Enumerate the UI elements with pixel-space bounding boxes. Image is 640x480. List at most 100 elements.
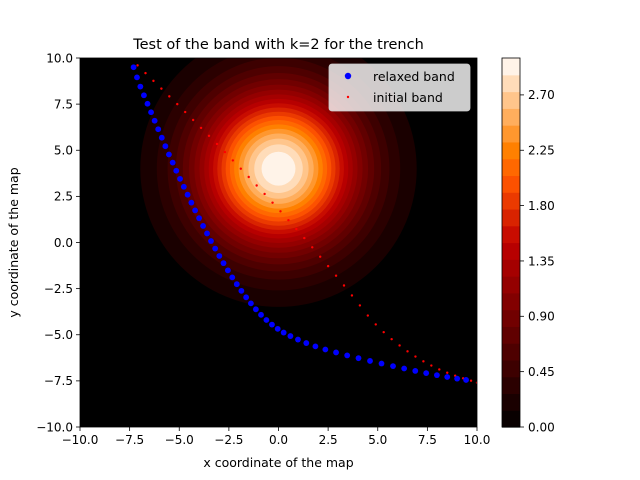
initial-band-point-16 <box>263 192 266 196</box>
colorbar-band-2 <box>502 376 520 395</box>
legend: relaxed band initial band <box>328 63 471 112</box>
x-tick-label-2: −5.0 <box>165 433 194 447</box>
y-tick-label-1: −7.5 <box>44 374 73 388</box>
colorbar-band-12 <box>502 208 520 227</box>
relaxed-band-point-44 <box>355 355 362 362</box>
initial-band-point-10 <box>215 142 219 146</box>
relaxed-band-point-3 <box>141 92 147 99</box>
relaxed-band-point-1 <box>134 74 140 81</box>
relaxed-band-point-23 <box>216 253 223 259</box>
relaxed-band-point-27 <box>233 281 240 288</box>
initial-band-point-2 <box>152 79 155 83</box>
legend-box <box>328 63 471 112</box>
relaxed-band-point-7 <box>155 126 162 133</box>
relaxed-band-point-21 <box>208 238 214 244</box>
contour-field <box>140 58 417 307</box>
initial-band-point-27 <box>350 294 354 297</box>
colorbar-tick-label-3: 1.35 <box>528 254 555 268</box>
colorbar-band-10 <box>502 242 520 260</box>
relaxed-band-point-28 <box>238 287 245 294</box>
colorbar-band-0 <box>502 410 520 428</box>
relaxed-band-point-9 <box>162 143 169 150</box>
relaxed-band-point-51 <box>434 372 440 379</box>
initial-band-point-30 <box>374 323 377 326</box>
relaxed-band-point-24 <box>220 260 227 267</box>
relaxed-band-point-39 <box>303 340 310 346</box>
initial-band-point-0 <box>136 64 139 67</box>
colorbar-frame <box>501 57 521 428</box>
initial-band-point-32 <box>390 337 393 341</box>
relaxed-band-point-8 <box>158 134 165 141</box>
relaxed-band-point-19 <box>200 222 206 229</box>
colorbar-band-14 <box>502 175 520 193</box>
colorbar-band-1 <box>502 393 520 411</box>
relaxed-band-point-6 <box>151 117 158 124</box>
relaxed-band-point-30 <box>248 300 254 307</box>
relaxed-band-point-22 <box>212 245 219 252</box>
relaxed-band-point-2 <box>137 83 144 90</box>
colorbar-band-20 <box>502 74 520 93</box>
initial-band-point-19 <box>287 218 290 222</box>
colorbar-band-17 <box>502 125 520 143</box>
relaxed-band-point-41 <box>322 346 329 353</box>
relaxed-band-point-31 <box>252 306 259 313</box>
initial-band-point-36 <box>422 360 425 363</box>
x-axis-label: x coordinate of the map <box>203 455 353 470</box>
initial-band-point-34 <box>406 350 409 353</box>
relaxed-band-point-4 <box>144 100 151 107</box>
relaxed-band-point-18 <box>196 215 203 222</box>
colorbar-band-16 <box>502 141 520 160</box>
colorbar-band-13 <box>502 192 520 210</box>
initial-band-point-31 <box>382 330 385 334</box>
relaxed-band-point-11 <box>169 159 176 166</box>
relaxed-band-point-5 <box>148 109 154 116</box>
initial-band-point-33 <box>398 344 401 347</box>
initial-band-point-42 <box>469 379 473 382</box>
y-tick-label-0: −10.0 <box>36 420 73 434</box>
colorbar-band-21 <box>502 58 520 76</box>
initial-band-point-6 <box>184 110 187 114</box>
y-axis: −10.0 −7.5 −5.0 −2.5 0.0 2.5 5.0 7.5 10.0 <box>36 51 80 434</box>
relaxed-band-point-36 <box>280 329 287 336</box>
relaxed-band-point-52 <box>444 374 451 380</box>
initial-band-point-12 <box>231 159 235 162</box>
y-tick-label-7: 7.5 <box>54 97 73 111</box>
colorbar-tick-label-5: 2.25 <box>528 144 555 158</box>
colorbar-ticks: 0.00 0.45 0.90 1.35 1.80 2.25 2.70 <box>520 88 555 434</box>
colorbar-band-15 <box>502 158 520 177</box>
legend-marker-initial-band <box>346 95 350 99</box>
initial-band-point-3 <box>160 87 163 90</box>
initial-band-point-4 <box>168 95 171 98</box>
colorbar-tick-label-0: 0.00 <box>528 420 555 434</box>
initial-band-point-15 <box>255 184 258 187</box>
relaxed-band-point-40 <box>312 343 319 350</box>
relaxed-band-point-49 <box>412 368 419 374</box>
y-tick-label-2: −5.0 <box>44 328 73 342</box>
relaxed-band-point-47 <box>390 363 396 370</box>
relaxed-band-point-29 <box>243 294 250 301</box>
initial-band-point-29 <box>366 314 370 317</box>
colorbar-band-4 <box>502 343 520 361</box>
initial-band-point-39 <box>446 371 449 374</box>
colorbar-tick-label-4: 1.80 <box>528 199 555 213</box>
relaxed-band-point-14 <box>180 183 187 190</box>
initial-band-point-37 <box>430 364 433 367</box>
y-tick-label-6: 5.0 <box>54 144 73 158</box>
initial-band-point-23 <box>318 255 322 258</box>
relaxed-band-point-50 <box>423 370 430 377</box>
relaxed-band-point-33 <box>263 317 270 323</box>
colorbar-band-7 <box>502 292 520 311</box>
relaxed-band-point-25 <box>224 267 231 274</box>
relaxed-band-point-35 <box>274 325 281 332</box>
plot-area <box>79 57 478 428</box>
y-tick-label-3: −2.5 <box>44 282 73 296</box>
initial-band-point-26 <box>342 284 346 287</box>
x-tick-label-0: −10.0 <box>62 433 99 447</box>
initial-band-point-38 <box>438 368 441 371</box>
relaxed-band-point-32 <box>258 311 264 318</box>
x-tick-label-4: 0.0 <box>269 433 288 447</box>
relaxed-band-point-54 <box>463 377 469 383</box>
colorbar-band-8 <box>502 276 520 294</box>
initial-band-point-9 <box>207 134 211 138</box>
initial-band-point-1 <box>144 71 147 75</box>
